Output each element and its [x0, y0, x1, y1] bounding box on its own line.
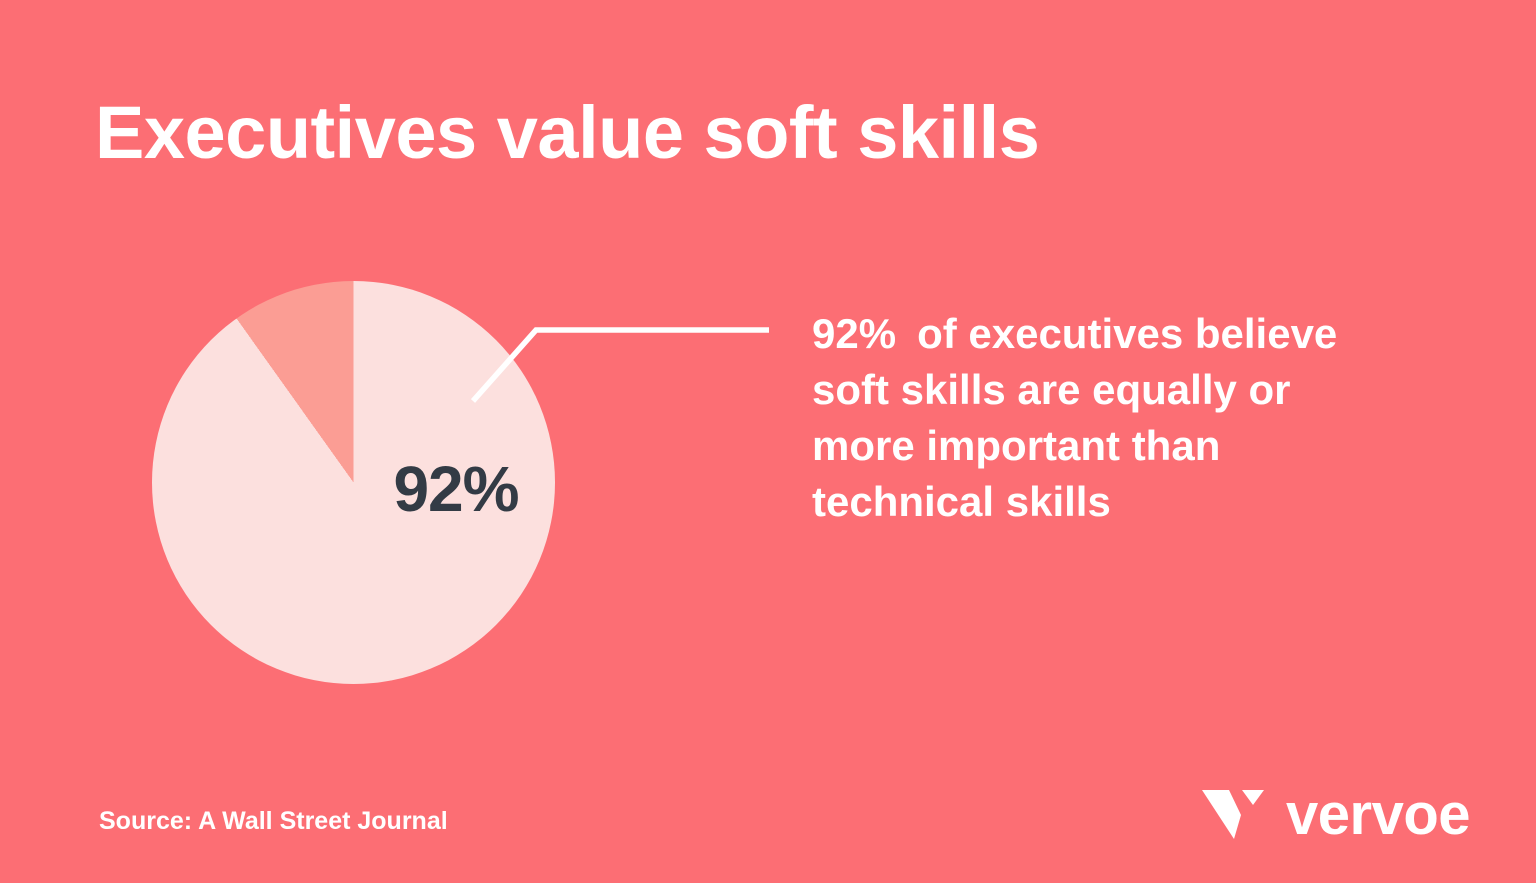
callout-polyline — [470, 327, 769, 403]
stat-value: 92% — [812, 310, 897, 357]
stat-line-2: soft skills are equally or — [812, 366, 1291, 413]
vervoe-v-main-stroke — [1202, 790, 1241, 839]
vervoe-v-small-triangle — [1242, 790, 1264, 805]
stat-line-3: more important than — [812, 422, 1221, 469]
pie-chart: 92% — [152, 281, 555, 684]
stat-line-4: technical skills — [812, 478, 1111, 525]
pie-center-label: 92% — [393, 453, 519, 525]
stat-line-1-text: of executives believe — [917, 310, 1338, 357]
stat-line-1: 92% of executives believe — [812, 306, 1452, 362]
callout-connector-line — [470, 327, 769, 403]
page-title: Executives value soft skills — [95, 91, 1040, 174]
vervoe-v-icon — [1202, 790, 1264, 839]
vervoe-logo: vervoe — [1196, 782, 1471, 847]
vervoe-wordmark: vervoe — [1286, 782, 1471, 847]
stat-description: 92% of executives believe soft skills are… — [812, 306, 1452, 530]
source-attribution: Source: A Wall Street Journal — [99, 807, 448, 835]
